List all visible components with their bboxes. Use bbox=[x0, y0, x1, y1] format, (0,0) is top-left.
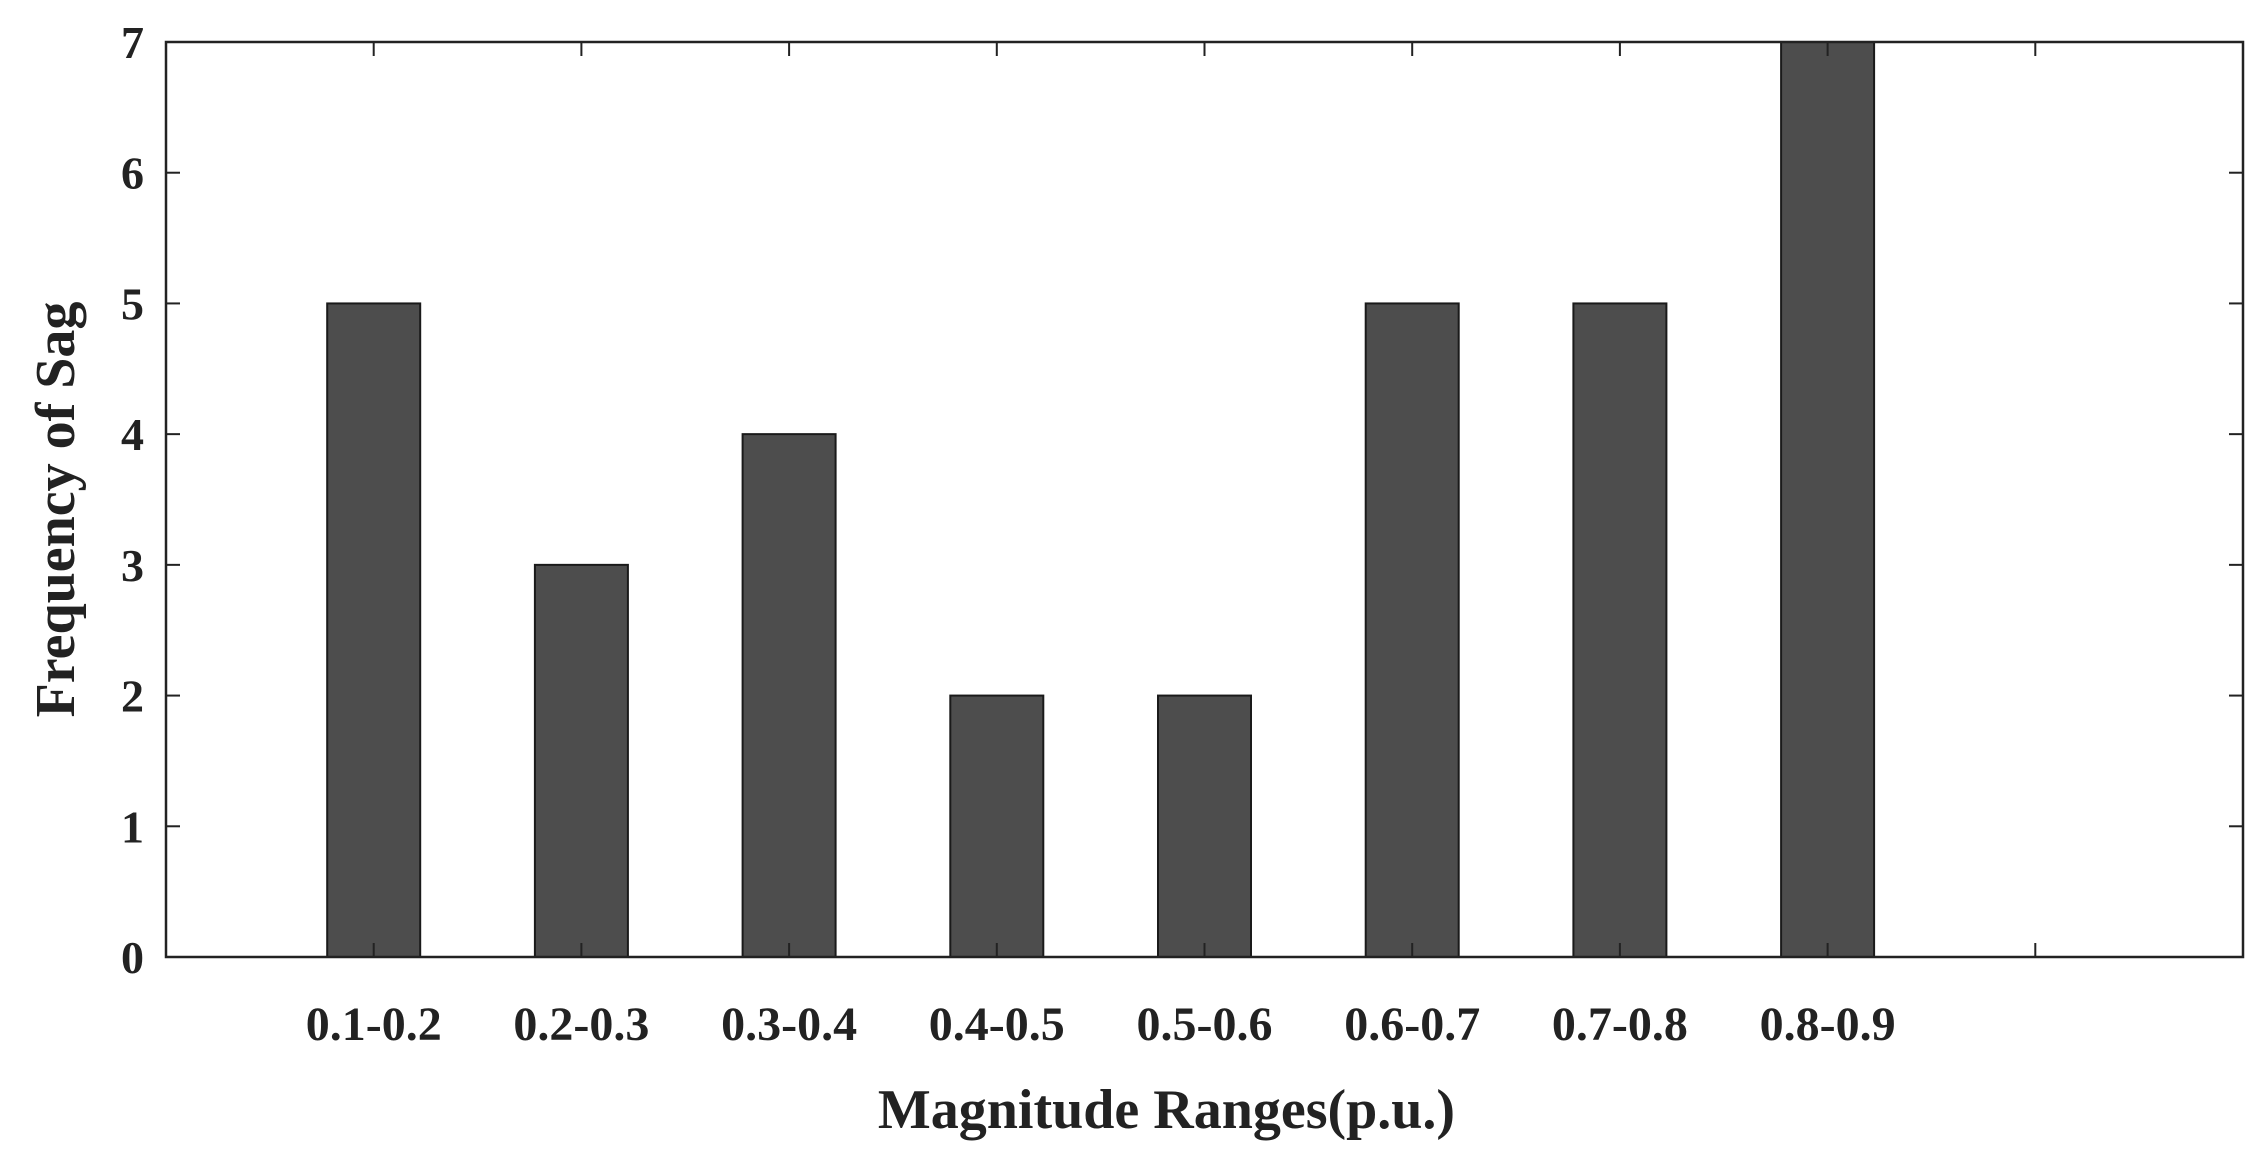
bar-0.8-0.9 bbox=[1780, 41, 1876, 958]
x-tick-label: 0.6-0.7 bbox=[1344, 998, 1480, 1051]
x-tick-label: 0.3-0.4 bbox=[721, 998, 857, 1051]
y-tick-label: 3 bbox=[121, 540, 144, 591]
plot-frame bbox=[164, 40, 2245, 959]
x-tick-label: 0.5-0.6 bbox=[1137, 998, 1273, 1051]
bars-group bbox=[326, 41, 1876, 958]
bar-0.6-0.7 bbox=[1364, 302, 1460, 958]
bar-0.4-0.5 bbox=[949, 694, 1045, 958]
y-tick-label: 1 bbox=[121, 801, 144, 852]
bar-0.2-0.3 bbox=[533, 563, 629, 958]
bar-0.7-0.8 bbox=[1572, 302, 1668, 958]
x-tick-label: 0.7-0.8 bbox=[1552, 998, 1688, 1051]
x-tick-label: 0.2-0.3 bbox=[513, 998, 649, 1051]
y-tick-label: 6 bbox=[121, 148, 144, 199]
bar-0.5-0.6 bbox=[1157, 694, 1252, 958]
bar-0.3-0.4 bbox=[741, 433, 837, 958]
y-tick-label: 5 bbox=[121, 278, 144, 329]
x-tick-label: 0.1-0.2 bbox=[306, 998, 442, 1051]
y-axis-title: Frequency of Sag bbox=[25, 302, 87, 718]
x-tick-label: 0.4-0.5 bbox=[929, 998, 1065, 1051]
x-tick-label: 0.8-0.9 bbox=[1760, 998, 1896, 1051]
bar-0.1-0.2 bbox=[326, 302, 422, 958]
y-tick-label: 0 bbox=[121, 932, 144, 983]
y-tick-labels: 0 1 2 3 4 5 6 7 bbox=[121, 17, 144, 983]
x-axis-title: Magnitude Ranges(p.u.) bbox=[878, 1079, 1455, 1141]
y-tick-label: 4 bbox=[121, 409, 144, 460]
y-tick-label: 7 bbox=[121, 17, 144, 68]
y-tick-label: 2 bbox=[121, 671, 144, 722]
x-tick-labels: 0.1-0.2 0.2-0.3 0.3-0.4 0.4-0.5 0.5-0.6 0.6-0… bbox=[306, 998, 1896, 1051]
